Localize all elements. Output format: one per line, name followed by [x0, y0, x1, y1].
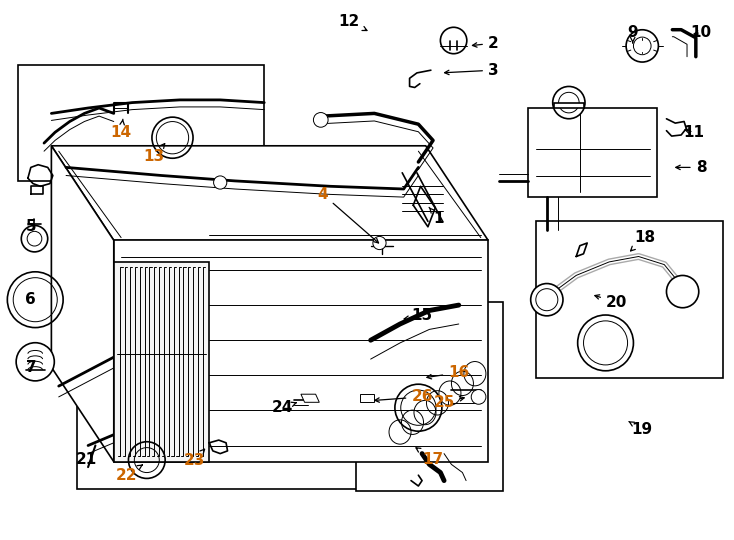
Text: 9: 9	[628, 25, 638, 43]
Circle shape	[536, 289, 558, 310]
Polygon shape	[536, 221, 723, 378]
Text: 24: 24	[272, 400, 297, 415]
Polygon shape	[554, 103, 584, 108]
Text: 22: 22	[115, 465, 142, 483]
Circle shape	[559, 92, 579, 113]
Polygon shape	[18, 65, 264, 181]
Polygon shape	[51, 146, 488, 240]
Text: 2: 2	[473, 36, 498, 51]
Polygon shape	[360, 394, 374, 402]
Text: 26: 26	[375, 389, 433, 404]
Circle shape	[214, 176, 227, 189]
Text: 23: 23	[184, 449, 206, 468]
Circle shape	[626, 30, 658, 62]
Text: 10: 10	[691, 25, 711, 40]
Text: 20: 20	[595, 295, 628, 310]
Polygon shape	[114, 240, 488, 462]
Circle shape	[313, 112, 328, 127]
Text: 13: 13	[144, 144, 164, 164]
Polygon shape	[356, 302, 503, 491]
Circle shape	[373, 237, 386, 249]
Text: 15: 15	[404, 308, 432, 323]
Polygon shape	[528, 108, 657, 197]
Text: 25: 25	[433, 395, 464, 410]
Text: 11: 11	[683, 125, 704, 140]
Text: 21: 21	[76, 451, 97, 467]
Text: 8: 8	[676, 160, 706, 175]
Text: 18: 18	[631, 230, 655, 251]
Circle shape	[666, 275, 699, 308]
Polygon shape	[114, 262, 209, 462]
Polygon shape	[77, 397, 374, 489]
Polygon shape	[301, 394, 319, 402]
Text: 1: 1	[429, 207, 444, 226]
Text: 5: 5	[26, 219, 36, 234]
Polygon shape	[51, 146, 114, 462]
Circle shape	[531, 284, 563, 316]
Text: 6: 6	[26, 292, 36, 307]
Text: 17: 17	[416, 448, 443, 467]
Text: 19: 19	[629, 422, 653, 437]
Circle shape	[16, 343, 54, 381]
Text: 12: 12	[339, 14, 367, 30]
Text: 7: 7	[26, 360, 36, 375]
Circle shape	[471, 389, 486, 404]
Text: 3: 3	[445, 63, 498, 78]
Circle shape	[21, 226, 48, 252]
Circle shape	[440, 28, 467, 53]
Circle shape	[633, 37, 651, 55]
Text: 14: 14	[111, 119, 131, 140]
Circle shape	[553, 86, 585, 119]
Text: 4: 4	[318, 187, 379, 243]
Circle shape	[27, 231, 42, 246]
Text: 16: 16	[427, 365, 469, 380]
